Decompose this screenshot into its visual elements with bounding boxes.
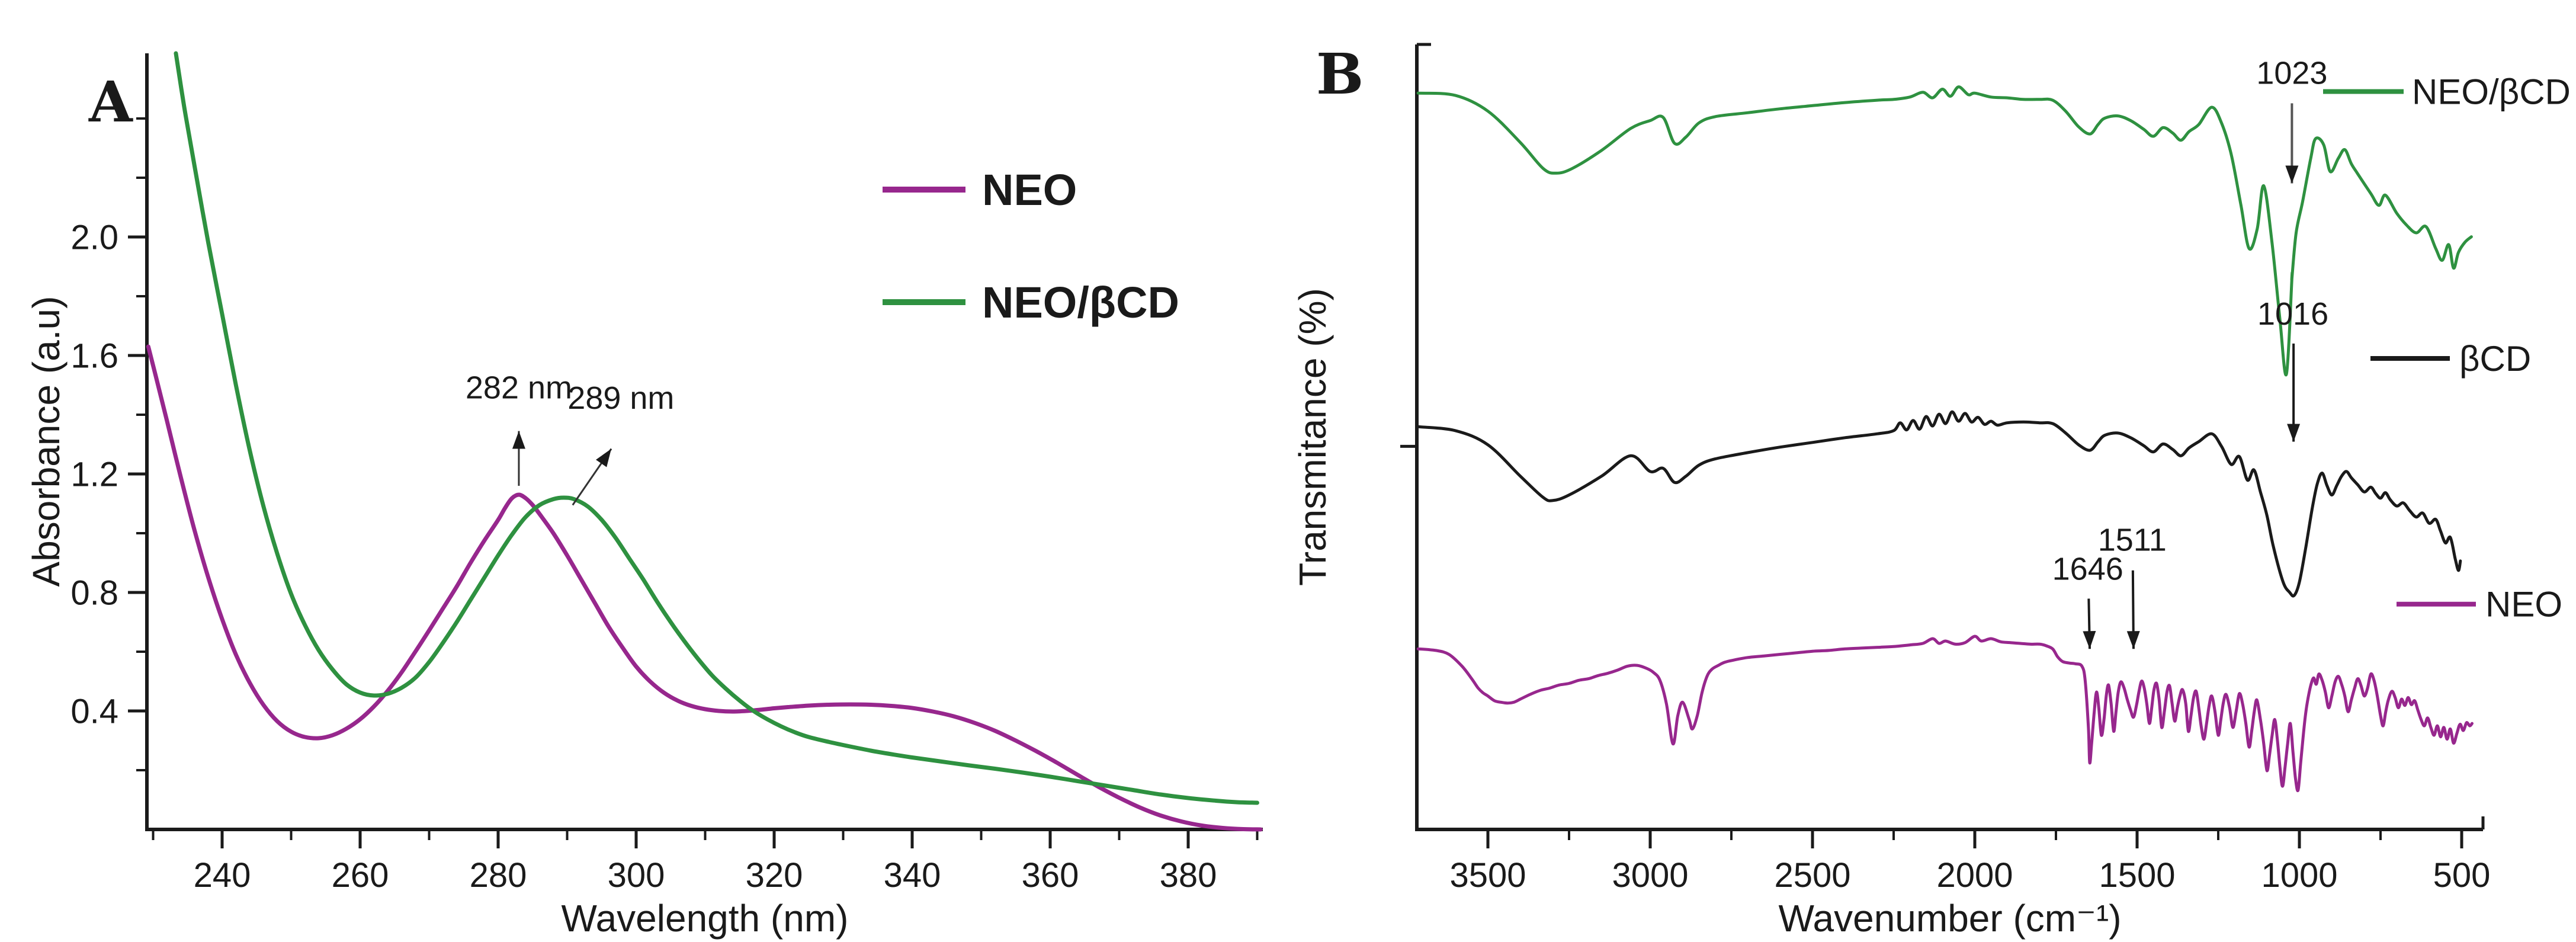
panel-a-y-tick-label: 2.0 — [70, 218, 118, 257]
panel-a-x-tick-label: 300 — [608, 856, 665, 895]
panel-b-letter: B — [1316, 41, 1364, 107]
panel-a-letter: A — [88, 69, 133, 135]
panel-a-annotation-arrowhead-0 — [512, 431, 525, 449]
panel-a-x-axis-title: Wavelength (nm) — [562, 897, 849, 940]
panel-a-x-tick-label: 360 — [1022, 856, 1079, 895]
panel-a-x-tick-label: 340 — [884, 856, 941, 895]
panel-a-y-tick-label: 0.8 — [70, 573, 118, 612]
panel-b-x-tick-label: 1500 — [2099, 856, 2175, 895]
panel-b-ftir-chart: B 3500 3000 2500 2000 1500 1000 500 Wavenumber (… — [1291, 41, 2571, 940]
panel-a-y-tick-label: 1.6 — [70, 337, 118, 375]
panel-a-x-tick-label: 280 — [470, 856, 527, 895]
panel-b-series-label-bcd: βCD — [2459, 339, 2531, 379]
panel-a-x-tick-label: 320 — [746, 856, 803, 895]
panel-a-x-tick-label: 380 — [1160, 856, 1217, 895]
panel-b-x-tick-label: 2000 — [1936, 856, 2013, 895]
panel-b-x-tick-label: 3500 — [1449, 856, 1526, 895]
panel-b-annotation-text-3: 1511 — [2098, 523, 2167, 558]
panel-a-x-tick-label: 260 — [332, 856, 389, 895]
panel-b-y-axis-title: Transmitance (%) — [1291, 288, 1334, 586]
panel-b-annotation-text-1: 1016 — [2257, 296, 2328, 332]
panel-b-curve-neo — [1416, 635, 2474, 793]
panel-b-annotation-arrowhead-0 — [2285, 165, 2299, 184]
panel-b-x-tick-label: 3000 — [1612, 856, 1688, 895]
panel-b-curve-neo-bcd — [1416, 85, 2473, 377]
panel-a-y-axis-title: Absorbance (a.u) — [25, 296, 68, 587]
panel-a-y-tick-label: 0.4 — [70, 692, 118, 730]
panel-a-annotation-arrowhead-1 — [596, 448, 612, 467]
panel-b-annotation-arrowhead-3 — [2126, 631, 2140, 649]
panel-a-curve-neo — [146, 344, 1263, 832]
panel-a-annotation-text-0: 282 nm — [466, 370, 572, 406]
panel-b-x-tick-label: 500 — [2433, 856, 2491, 895]
panel-b-x-tick-label: 2500 — [1774, 856, 1850, 895]
panel-b-series-label-neo-bcd: NEO/βCD — [2412, 72, 2571, 112]
panel-b-curve-bcd — [1416, 410, 2462, 598]
panel-b-x-tick-label: 1000 — [2261, 856, 2337, 895]
panel-b-annotation-text-2: 1646 — [2052, 552, 2123, 587]
panel-a-x-tick-label: 240 — [194, 856, 251, 895]
panel-a-curve-neo-bcd — [174, 51, 1259, 805]
panel-a-legend-label-1: NEO/βCD — [982, 278, 1179, 327]
panel-b-series-label-neo: NEO — [2485, 585, 2562, 624]
panel-b-x-axis-title: Wavenumber (cm⁻¹) — [1778, 897, 2121, 940]
panel-a-y-tick-label: 1.2 — [70, 455, 118, 494]
panel-a-annotation-text-1: 289 nm — [567, 380, 674, 416]
panel-a-uvvis-chart: A 240 260 280 300 320 340 360 380 0.4 0.8 1.2 1.6 2.0… — [25, 51, 1263, 940]
panel-b-annotation-text-0: 1023 — [2256, 55, 2327, 91]
panel-b-annotation-arrowhead-2 — [2083, 631, 2096, 649]
panel-a-legend-label-0: NEO — [982, 165, 1077, 214]
panel-b-annotation-arrowhead-1 — [2287, 424, 2301, 442]
